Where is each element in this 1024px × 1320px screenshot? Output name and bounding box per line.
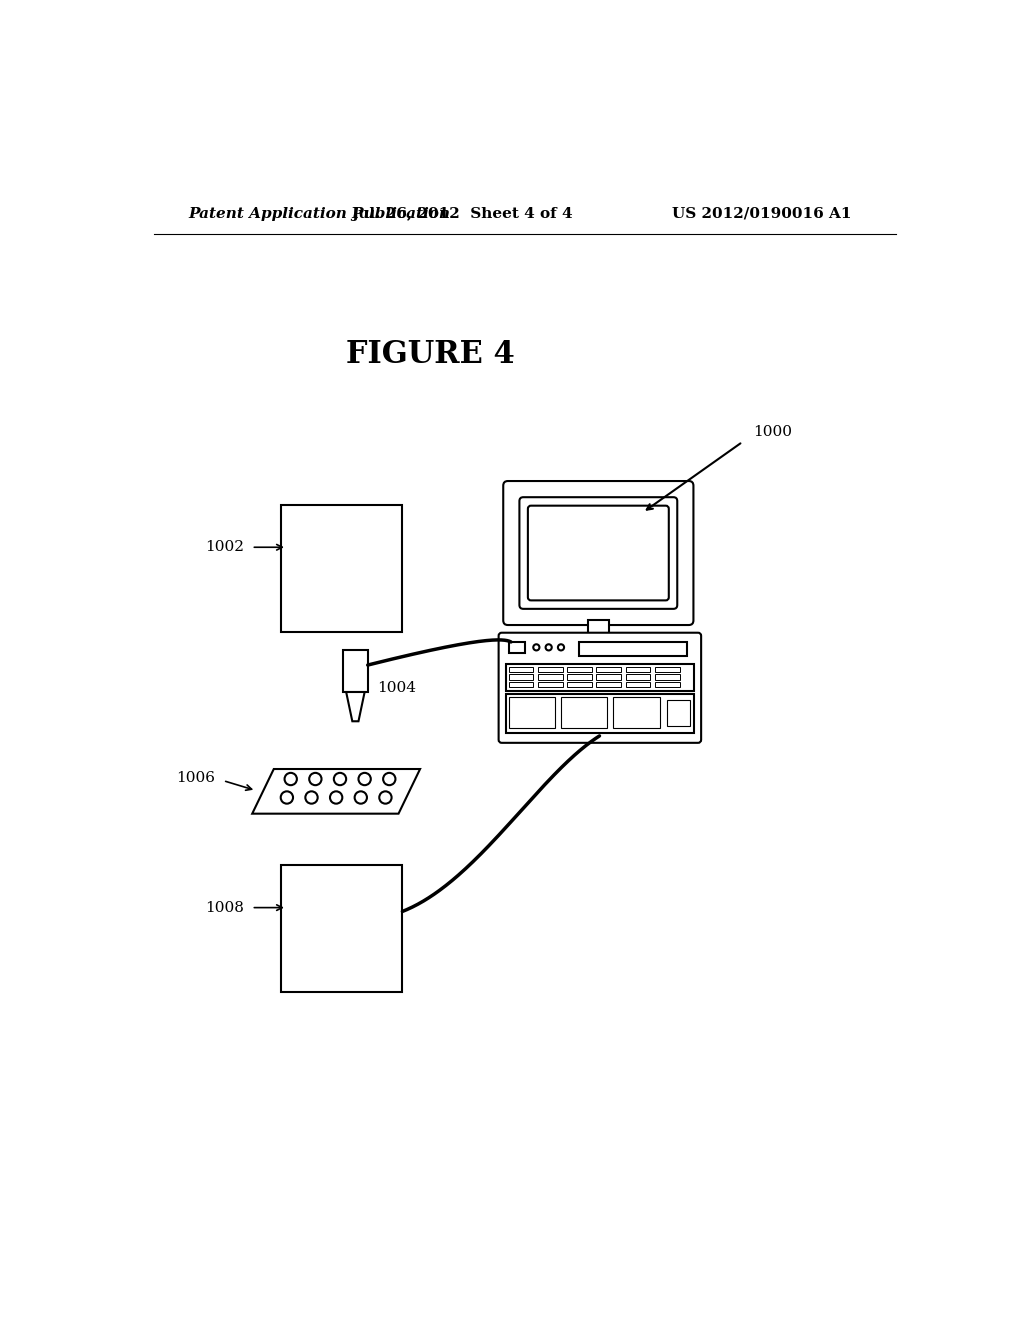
Text: 1008: 1008 [205,900,244,915]
Bar [655,667,680,672]
Text: FIGURE 4: FIGURE 4 [346,339,515,370]
Bar [506,694,694,733]
Text: 1006: 1006 [176,771,215,785]
Polygon shape [346,692,365,721]
FancyBboxPatch shape [528,506,669,601]
Text: Patent Application Publication: Patent Application Publication [188,207,451,220]
Bar [567,667,592,672]
Bar [626,667,650,672]
Bar [281,506,402,632]
Bar [509,667,534,672]
Bar [655,682,680,688]
Bar [596,682,621,688]
Bar [579,642,686,656]
Polygon shape [252,770,420,813]
Polygon shape [571,636,626,645]
Bar [668,700,690,726]
Bar [506,664,694,692]
Bar [538,682,562,688]
Bar [509,675,534,680]
Text: US 2012/0190016 A1: US 2012/0190016 A1 [672,207,852,220]
Bar [613,697,659,729]
Bar [655,675,680,680]
Bar [596,667,621,672]
Bar [596,675,621,680]
Bar [538,675,562,680]
Bar [561,697,607,729]
FancyBboxPatch shape [499,632,701,743]
FancyBboxPatch shape [503,480,693,626]
Text: 1004: 1004 [377,681,416,696]
Bar [509,682,534,688]
Bar [538,667,562,672]
Bar [567,682,592,688]
Bar [509,642,525,653]
Bar [626,682,650,688]
Text: Jul. 26, 2012  Sheet 4 of 4: Jul. 26, 2012 Sheet 4 of 4 [351,207,572,220]
Bar [509,697,555,729]
FancyBboxPatch shape [519,498,677,609]
Text: 1000: 1000 [753,425,792,438]
Bar [626,675,650,680]
Bar [343,649,368,692]
Bar [588,620,609,636]
Bar [281,866,402,993]
Text: 1002: 1002 [205,540,244,554]
Bar [567,675,592,680]
